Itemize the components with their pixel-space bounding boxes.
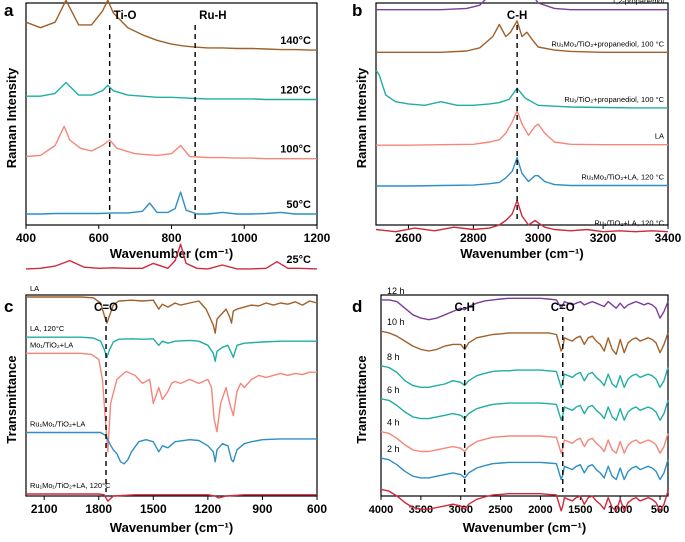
series-label: 25°C <box>286 254 311 266</box>
x-tick-label: 1800 <box>85 502 112 516</box>
series-line-d-5 <box>380 457 669 481</box>
plot-frame <box>25 2 318 226</box>
panel-letter: a <box>4 1 14 20</box>
series-label: 8 h <box>387 352 400 362</box>
x-tick-label: 3500 <box>409 504 433 516</box>
series-line-a-3 <box>26 191 317 215</box>
series-label: 4 h <box>387 418 400 428</box>
y-axis-label: Raman Intensity <box>354 67 369 168</box>
series-label: Ru₁Mo₁/TiO₂+LA <box>30 419 85 428</box>
plot-frame <box>375 2 669 226</box>
series-line-d-3 <box>380 398 669 421</box>
x-tick-label: 3000 <box>525 231 552 245</box>
series-label: LA <box>655 132 664 141</box>
series-label: Ru₁Mo₁/TiO₂+LA, 120 °C <box>581 173 664 182</box>
x-tick-label: 3200 <box>590 231 617 245</box>
series-label: 50°C <box>286 199 311 211</box>
series-label: Ru₁/TiO₂+propanediol, 100 °C <box>564 95 664 104</box>
panel-letter: d <box>352 297 362 316</box>
x-tick-label: 800 <box>161 231 181 245</box>
annotation-label: Ru-H <box>199 10 226 22</box>
series-label: Mo₁/TiO₂+LA <box>30 340 73 349</box>
series-line-d-1 <box>380 330 669 355</box>
plot-frame <box>380 294 669 497</box>
x-tick-label: 600 <box>89 231 109 245</box>
series-line-d-0 <box>381 297 669 321</box>
x-tick-label: 4000 <box>369 504 393 516</box>
x-tick-label: 2100 <box>31 502 58 516</box>
series-line-b-1 <box>376 20 668 53</box>
series-line-b-3 <box>376 109 668 146</box>
x-axis-label: Wavenumber (cm⁻¹) <box>110 520 233 535</box>
x-tick-label: 2800 <box>460 231 487 245</box>
series-label: 100°C <box>280 144 311 156</box>
series-line-d-4 <box>380 431 669 454</box>
x-tick-label: 600 <box>307 502 327 516</box>
series-label: 10 h <box>387 317 405 327</box>
x-tick-label: 1200 <box>195 502 222 516</box>
series-line-a-1 <box>26 81 317 101</box>
series-line-a-0 <box>25 0 317 51</box>
x-tick-label: 1200 <box>304 231 331 245</box>
panel-b: b 2600 2800 3000 3200 3400 Wavenumber (cm⁻¹) Ra… <box>352 0 682 261</box>
series-label: Ru₁Mo₁/TiO₂+propanediol, 100 °C <box>551 39 664 48</box>
x-tick-label: 900 <box>252 502 272 516</box>
annotation-label: C-H <box>454 302 474 314</box>
series-line-a-2 <box>25 125 317 160</box>
plot-frame <box>25 294 318 497</box>
series-label: 1,2-propanediol <box>612 0 664 6</box>
x-tick-label: 400 <box>16 231 36 245</box>
x-tick-label: 3400 <box>655 231 682 245</box>
annotation-label: C=O <box>94 302 118 314</box>
annotation-label: C-H <box>507 10 527 22</box>
x-tick-label: 1000 <box>231 231 258 245</box>
annotation-label: Ti-O <box>114 10 137 22</box>
y-axis-label: Raman Intensity <box>4 67 19 168</box>
series-label: Ru₁Mo₁/TiO₂+LA, 120°C <box>30 481 111 490</box>
y-axis-label: Transmittance <box>354 355 369 443</box>
series-label: Ru₁/TiO₂+LA, 120 °C <box>594 219 664 228</box>
x-axis-label: Wavenumber (cm⁻¹) <box>463 520 586 535</box>
series-line-c-0 <box>26 296 318 334</box>
series-line-c-3 <box>26 431 317 465</box>
series-label: 2 h <box>387 444 400 454</box>
x-tick-label: 2600 <box>395 231 422 245</box>
series-line-d-6 <box>380 488 669 512</box>
series-line-b-4 <box>376 156 668 187</box>
series-label: 12 h <box>387 286 405 296</box>
series-line-d-2 <box>380 365 669 388</box>
x-tick-label: 1500 <box>568 504 592 516</box>
series-line-b-0 <box>376 0 668 11</box>
series-label: 140°C <box>280 35 311 47</box>
annotation-label: C=O <box>551 302 575 314</box>
x-axis-label: Wavenumber (cm⁻¹) <box>110 246 233 261</box>
panel-letter: b <box>352 1 362 20</box>
x-axis-label: Wavenumber (cm⁻¹) <box>460 246 583 261</box>
x-tick-label: 2000 <box>528 504 552 516</box>
series-line-c-4 <box>26 493 317 502</box>
series-label: 6 h <box>387 385 400 395</box>
x-tick-label: 2500 <box>488 504 512 516</box>
panel-a: a 400 600 800 1000 1200 Wavenumber (cm⁻¹) Raman… <box>4 0 331 270</box>
series-label: LA <box>30 284 39 293</box>
series-line-a-4 <box>25 243 318 270</box>
series-line-c-1 <box>26 336 317 362</box>
series-label: 120°C <box>280 84 311 96</box>
series-label: LA, 120°C <box>30 324 65 333</box>
y-axis-label: Transmittance <box>4 355 19 443</box>
series-line-c-2 <box>26 352 317 453</box>
x-tick-label: 1500 <box>140 502 167 516</box>
panel-letter: c <box>4 297 13 316</box>
panel-c: c 2100 1800 1500 1200 900 600 Wavenumber (cm⁻¹)… <box>4 284 327 535</box>
series-line-b-5 <box>375 199 669 233</box>
series-line-b-2 <box>375 69 668 109</box>
